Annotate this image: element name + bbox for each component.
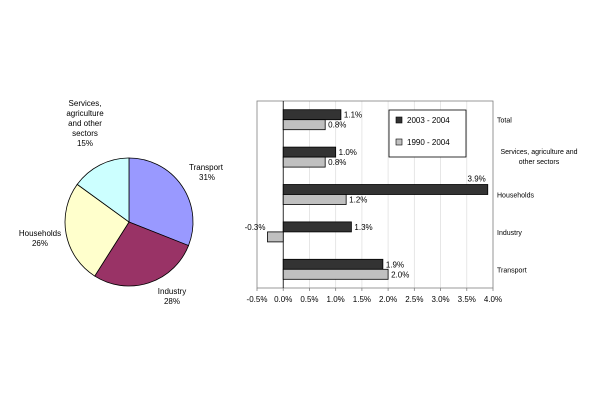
legend-swatch xyxy=(395,138,403,146)
bar-2003-2004 xyxy=(282,109,342,121)
x-tick-label: 1.0% xyxy=(327,295,345,304)
category-label: Transport xyxy=(497,267,527,274)
x-tick-label: 4.0% xyxy=(484,295,502,304)
x-tick-label: 2.5% xyxy=(405,295,423,304)
pie-value-label: 28% xyxy=(164,297,180,306)
bar-value-label: 1.0% xyxy=(339,148,357,157)
pie-label-text: Services, xyxy=(69,99,102,108)
bar-2003-2004 xyxy=(282,258,384,270)
bar-value-label: 1.1% xyxy=(344,111,362,120)
bar-value-label: 0.8% xyxy=(328,158,346,167)
x-tick-label: 1.5% xyxy=(353,295,371,304)
legend: 2003 - 2004 1990 - 2004 xyxy=(388,109,467,158)
bar-chart: -0.5% 0.0% 0.5% 1.0% 1.5% 2.0% 2.5% 3.0% 3.5% 4.0… xyxy=(245,100,578,304)
x-tick-label: 2.0% xyxy=(379,295,397,304)
category-label: Total xyxy=(497,118,512,125)
legend-label: 1990 - 2004 xyxy=(407,138,450,147)
bar-2003-2004 xyxy=(282,146,337,158)
legend-label: 2003 - 2004 xyxy=(407,116,450,125)
bar-value-label: 1.2% xyxy=(349,196,367,205)
category-label: Services, agriculture and other sectors xyxy=(500,149,577,166)
bar-1990-2004 xyxy=(282,268,389,280)
pie-value-label: 15% xyxy=(77,139,93,148)
bar-value-label: 3.9% xyxy=(468,175,486,184)
bar-1990-2004 xyxy=(282,119,326,131)
bar-1990-2004 xyxy=(267,231,284,243)
pie-label-text: Transport xyxy=(189,163,224,172)
legend-swatch xyxy=(395,116,403,124)
pie-slice-households xyxy=(64,183,130,277)
category-label: Industry xyxy=(497,230,522,237)
bar-2003-2004 xyxy=(282,184,489,195)
pie-label-text: and other xyxy=(68,119,102,128)
bar-value-label: 1.3% xyxy=(354,223,372,232)
x-tick-label: 3.5% xyxy=(458,295,476,304)
bar-value-label: 2.0% xyxy=(391,270,409,279)
pie-value-label: 31% xyxy=(199,173,215,182)
x-tick-label: 0.5% xyxy=(300,295,318,304)
x-tick-label: 0.0% xyxy=(274,295,292,304)
pie-slice-services-agriculture-and-other-sectors xyxy=(76,157,130,223)
pie-label-text: Households xyxy=(19,229,61,238)
x-tick-label: -0.5% xyxy=(247,295,268,304)
bar-2003-2004 xyxy=(282,221,352,233)
category-label-line: Services, agriculture and xyxy=(500,149,577,156)
pie-label-text: sectors xyxy=(72,129,98,138)
bar-value-label: 0.8% xyxy=(328,121,346,130)
bar-1990-2004 xyxy=(282,194,347,205)
bar-1990-2004 xyxy=(282,156,326,168)
pie-label-text: Industry xyxy=(158,287,186,296)
x-tick-label: 3.0% xyxy=(431,295,449,304)
category-label: Households xyxy=(497,193,534,200)
pie-value-label: 26% xyxy=(32,239,48,248)
category-label-line: other sectors xyxy=(519,159,560,166)
pie-slice-transport xyxy=(128,157,194,247)
pie-slice-industry xyxy=(94,221,190,287)
pie-label-text: agriculture xyxy=(66,109,104,118)
bar-value-label: 1.9% xyxy=(386,260,404,269)
plot-area xyxy=(256,100,494,289)
bar-value-label: -0.3% xyxy=(245,223,266,232)
